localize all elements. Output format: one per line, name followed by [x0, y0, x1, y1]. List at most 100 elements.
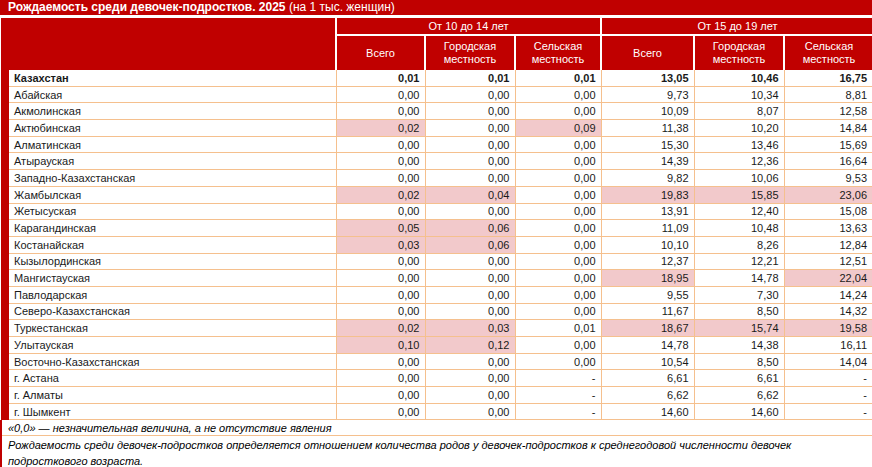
value-cell: 0,00: [515, 203, 601, 220]
table-row: Алматинская0,000,000,0015,3013,4615,69: [1, 136, 872, 153]
value-cell: 8,50: [694, 303, 784, 320]
value-cell: 13,05: [601, 70, 694, 86]
value-cell: 0,00: [425, 270, 515, 287]
value-cell: 13,63: [784, 220, 872, 237]
value-cell: 0,03: [336, 236, 425, 253]
table-row: Костанайская0,030,060,0010,108,2612,84: [1, 236, 872, 253]
value-cell: 0,00: [336, 387, 425, 404]
table-row: Мангистауская0,000,000,0018,9514,7822,04: [1, 270, 872, 287]
row-accent-stripe: [1, 320, 9, 337]
value-cell: 0,00: [515, 270, 601, 287]
value-cell: 0,00: [336, 270, 425, 287]
value-cell: 19,58: [784, 320, 872, 337]
value-cell: 12,51: [784, 253, 872, 270]
region-cell: г. Алматы: [9, 387, 336, 404]
row-accent-stripe: [1, 70, 9, 86]
footnote-row-zero: «0,0» — незначительная величина, а не от…: [1, 420, 872, 436]
row-accent-stripe: [1, 86, 9, 103]
value-cell: 18,67: [601, 320, 694, 337]
value-cell: 9,55: [601, 286, 694, 303]
table-row: Западно-Казахстанская0,000,000,009,8210,…: [1, 170, 872, 187]
value-cell: 16,11: [784, 337, 872, 354]
row-accent-stripe: [1, 303, 9, 320]
region-cell: Казахстан: [9, 70, 336, 86]
value-cell: 0,00: [336, 86, 425, 103]
table-row: г. Астана0,000,00-6,616,61-: [1, 370, 872, 387]
value-cell: -: [784, 387, 872, 404]
value-cell: 14,60: [601, 403, 694, 420]
value-cell: 0,00: [515, 136, 601, 153]
value-cell: 0,00: [515, 220, 601, 237]
row-accent-stripe: [1, 387, 9, 404]
footnote-method: Рождаемость среди девочек-подростков опр…: [1, 436, 872, 467]
value-cell: 0,10: [336, 337, 425, 354]
value-cell: 12,40: [694, 203, 784, 220]
value-cell: 0,01: [515, 70, 601, 86]
value-cell: 0,00: [425, 303, 515, 320]
value-cell: 0,05: [336, 220, 425, 237]
value-cell: 12,58: [784, 103, 872, 120]
value-cell: 0,06: [425, 236, 515, 253]
region-cell: Северо-Казахстанская: [9, 303, 336, 320]
footnote-row-method: Рождаемость среди девочек-подростков опр…: [1, 436, 872, 467]
value-cell: 15,69: [784, 136, 872, 153]
region-cell: г. Астана: [9, 370, 336, 387]
value-cell: 0,00: [515, 353, 601, 370]
value-cell: 0,00: [425, 286, 515, 303]
value-cell: 0,03: [425, 320, 515, 337]
value-cell: 0,06: [425, 220, 515, 237]
age-group-header-row: От 10 до 14 лет От 15 до 19 лет: [1, 18, 872, 35]
value-cell: 12,84: [784, 236, 872, 253]
value-cell: 0,00: [336, 353, 425, 370]
value-cell: 19,83: [601, 186, 694, 203]
footnote-zero: «0,0» — незначительная величина, а не от…: [1, 420, 872, 436]
value-cell: 15,30: [601, 136, 694, 153]
value-cell: 15,85: [694, 186, 784, 203]
value-cell: 13,91: [601, 203, 694, 220]
value-cell: 12,37: [601, 253, 694, 270]
value-cell: 0,00: [336, 303, 425, 320]
row-accent-stripe: [1, 403, 9, 420]
value-cell: 8,07: [694, 103, 784, 120]
value-cell: 0,00: [336, 170, 425, 187]
value-cell: 0,02: [336, 186, 425, 203]
value-cell: 11,38: [601, 120, 694, 137]
value-cell: 0,00: [515, 286, 601, 303]
value-cell: 8,26: [694, 236, 784, 253]
value-cell: 0,00: [425, 253, 515, 270]
birth-rate-table: От 10 до 14 лет От 15 до 19 лет Всего Го…: [0, 18, 872, 467]
region-cell: Жетысуская: [9, 203, 336, 220]
value-cell: 0,00: [515, 170, 601, 187]
value-cell: 0,00: [425, 403, 515, 420]
value-cell: 14,04: [784, 353, 872, 370]
value-cell: 22,04: [784, 270, 872, 287]
value-cell: 12,36: [694, 153, 784, 170]
region-cell: Павлодарская: [9, 286, 336, 303]
value-cell: 0,00: [515, 303, 601, 320]
value-cell: 0,00: [425, 120, 515, 137]
table-row: Абайская0,000,000,009,7310,348,81: [1, 86, 872, 103]
value-cell: 0,00: [425, 387, 515, 404]
region-cell: Карагандинская: [9, 220, 336, 237]
region-cell: Алматинская: [9, 136, 336, 153]
value-cell: 9,82: [601, 170, 694, 187]
value-cell: 0,00: [425, 170, 515, 187]
table-row: Акмолинская0,000,000,0010,098,0712,58: [1, 103, 872, 120]
value-cell: 0,00: [425, 103, 515, 120]
title-bar: Рождаемость среди девочек-подростков. 20…: [0, 0, 872, 15]
row-accent-stripe: [1, 203, 9, 220]
value-cell: 9,73: [601, 86, 694, 103]
value-cell: 6,62: [694, 387, 784, 404]
value-cell: 0,00: [515, 253, 601, 270]
value-cell: 10,20: [694, 120, 784, 137]
value-cell: 6,61: [601, 370, 694, 387]
region-cell: г. Шымкент: [9, 403, 336, 420]
value-cell: 14,38: [694, 337, 784, 354]
value-cell: 0,00: [336, 103, 425, 120]
value-cell: 0,01: [336, 70, 425, 86]
table-row: г. Алматы0,000,00-6,626,62-: [1, 387, 872, 404]
region-cell: Атырауская: [9, 153, 336, 170]
value-cell: 14,32: [784, 303, 872, 320]
value-cell: 10,06: [694, 170, 784, 187]
table-row: Улытауская0,100,120,0014,7814,3816,11: [1, 337, 872, 354]
